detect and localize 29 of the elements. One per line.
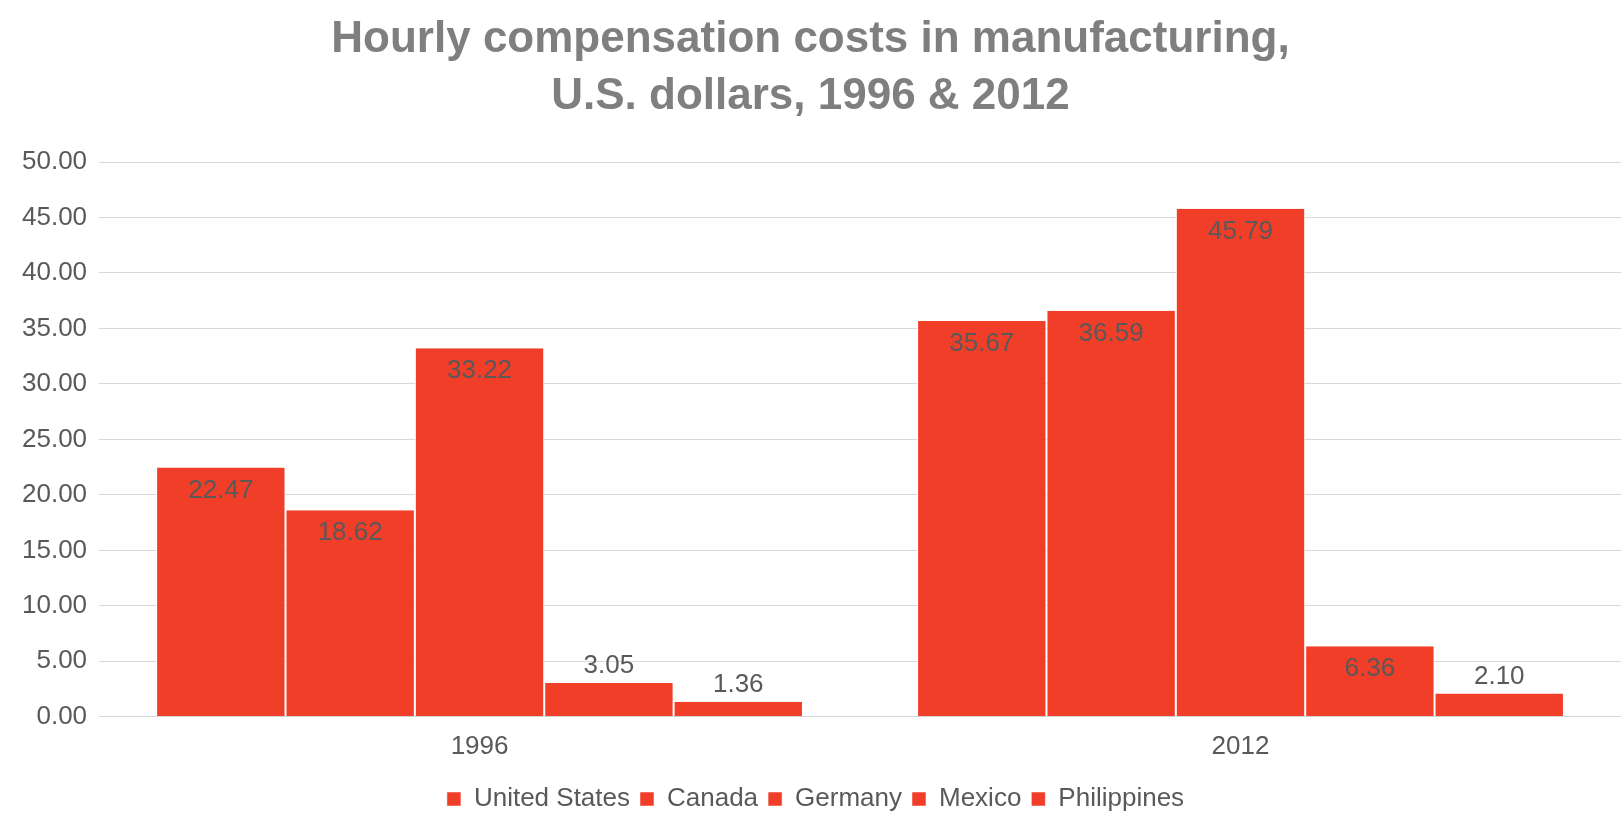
data-label: 45.79 (1207, 215, 1274, 246)
x-tick-label: 2012 (1211, 729, 1270, 760)
data-label: 2.10 (1473, 660, 1525, 691)
legend-label: Canada (667, 782, 759, 813)
y-tick-label: 20.00 (21, 478, 88, 509)
data-label: 22.47 (188, 474, 254, 505)
data-label: 18.62 (317, 516, 383, 547)
y-tick-label: 5.00 (36, 644, 88, 675)
y-tick-label: 25.00 (21, 422, 88, 453)
data-label: 6.36 (1344, 652, 1396, 683)
data-label: 33.22 (447, 354, 513, 385)
y-tick-label: 35.00 (21, 311, 88, 342)
data-label: 35.67 (949, 327, 1015, 358)
y-tick-label: 0.00 (36, 700, 88, 731)
chart-title: Hourly compensation costs in manufacturing, U.S. dollars, 1996 & 2012 (330, 11, 1291, 121)
y-tick-label: 15.00 (21, 533, 88, 564)
data-label: 36.59 (1078, 317, 1144, 348)
legend-label: Germany (795, 782, 902, 813)
data-label: 3.05 (583, 649, 635, 680)
y-tick-label: 10.00 (21, 589, 88, 620)
data-label: 1.36 (712, 668, 764, 699)
y-tick-label: 40.00 (21, 256, 88, 287)
y-tick-label: 30.00 (21, 367, 88, 398)
x-tick-label: 1996 (450, 729, 509, 760)
legend-label: Mexico (938, 782, 1022, 813)
legend-label: United States (473, 782, 630, 813)
legend-label: Philippines (1058, 782, 1185, 813)
y-tick-label: 45.00 (21, 201, 88, 232)
y-tick-label: 50.00 (21, 145, 88, 176)
